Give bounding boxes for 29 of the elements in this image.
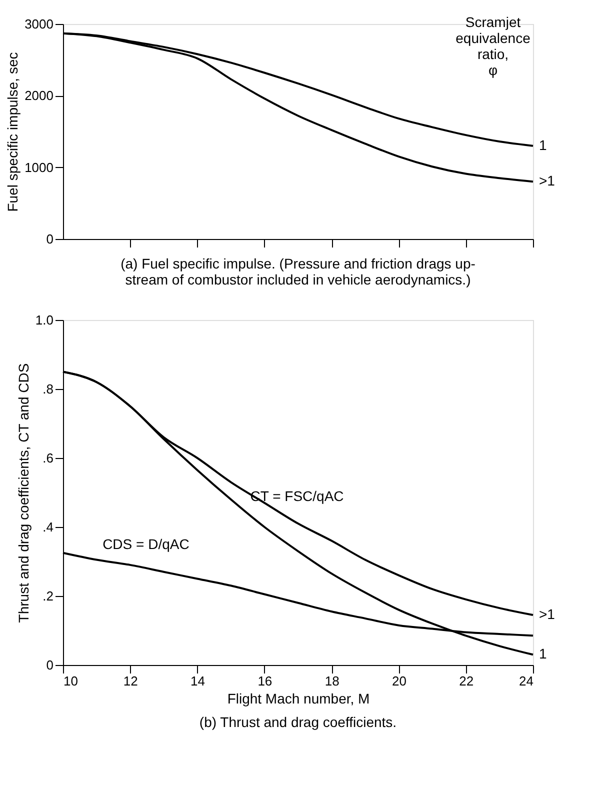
text: (a) Fuel specific impulse. (Pressure and friction drags up- stream of combustor included in vehicle aerodynamics.) (120, 256, 476, 288)
y-axis-title: Thrust and drag coefficients, CT and CDS (15, 363, 32, 623)
series-label: 1 (539, 136, 547, 153)
y-tick-label: .4 (42, 520, 54, 534)
y-tick-label: 0 (46, 232, 54, 246)
y-axis-title: Fuel specific impulse, sec (4, 52, 21, 212)
x-tick-label: 12 (123, 674, 138, 688)
series-label: 1 (539, 646, 547, 662)
legend-title: Scramjet equivalence ratio, φ (456, 14, 531, 78)
x-axis-title: Flight Mach number, M (227, 690, 370, 706)
text: (b) Thrust and drag coefficients. (199, 714, 397, 730)
annotation: CDS = D/qAC (102, 536, 190, 552)
y-tick-label: .8 (42, 382, 54, 396)
series-label: >1 (539, 606, 556, 622)
x-tick-label: 14 (190, 674, 206, 688)
x-tick-label: 16 (258, 674, 272, 688)
y-tick-label: .6 (42, 450, 54, 466)
y-tick-label: 2000 (24, 88, 54, 104)
y-tick-label: .2 (42, 588, 54, 604)
x-tick-label: 18 (324, 674, 340, 688)
y-tick-label: 3000 (24, 16, 54, 32)
x-tick-label: 22 (459, 674, 474, 688)
y-tick-label: 1.0 (35, 312, 54, 328)
series-label: >1 (539, 172, 556, 189)
x-tick-label: 20 (392, 674, 406, 688)
y-tick-label: 1000 (24, 160, 54, 175)
x-tick-label: 24 (519, 674, 534, 688)
x-tick-label: 10 (64, 674, 78, 688)
y-tick-label: 0 (46, 658, 54, 672)
